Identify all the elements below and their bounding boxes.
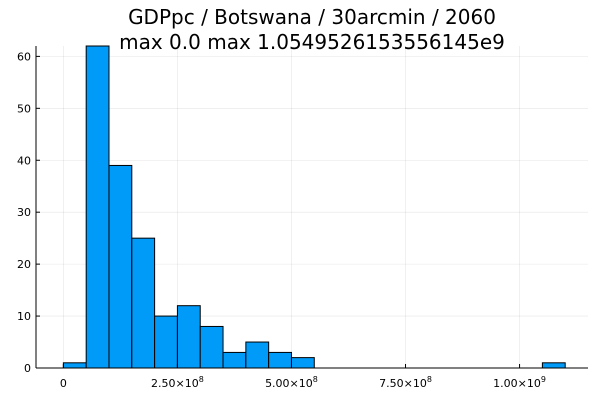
chart-title: GDPpc / Botswana / 30arcmin / 2060: [128, 5, 496, 29]
histogram-bar: [541, 362, 566, 369]
x-tick-label: 7.50×108: [379, 375, 432, 390]
histogram-bar: [245, 341, 270, 369]
axes-layer: [35, 46, 588, 369]
ticks-layer: 0 2.50×108 5.00×108 7.50×108 1.00×109 0 10 20 30…: [17, 50, 546, 390]
bars-layer: [62, 45, 566, 369]
histogram-bar: [108, 164, 133, 369]
y-tick-label: 10: [17, 310, 31, 323]
y-tick-label: 20: [17, 258, 31, 271]
y-tick-label: 60: [17, 50, 31, 63]
histogram-bar: [176, 305, 201, 369]
histogram-bar: [268, 351, 292, 369]
histogram-bar: [131, 237, 156, 369]
x-tick-label: 0: [60, 377, 67, 390]
y-tick-label: 30: [17, 206, 31, 219]
y-tick-label: 0: [24, 362, 31, 375]
x-tick-label: 2.50×108: [151, 375, 204, 390]
y-tick-label: 50: [17, 102, 31, 115]
histogram-bar: [62, 362, 87, 369]
x-tick-label: 1.00×109: [493, 375, 546, 390]
chart-subtitle: max 0.0 max 1.0549526153556145e9: [119, 30, 505, 54]
histogram-bar: [199, 325, 224, 369]
histogram-bar: [154, 315, 178, 369]
y-tick-label: 40: [17, 154, 31, 167]
histogram-bar: [290, 357, 315, 369]
histogram-bar: [222, 351, 247, 369]
x-tick-label: 5.00×108: [265, 375, 318, 390]
histogram-bar: [85, 45, 110, 369]
